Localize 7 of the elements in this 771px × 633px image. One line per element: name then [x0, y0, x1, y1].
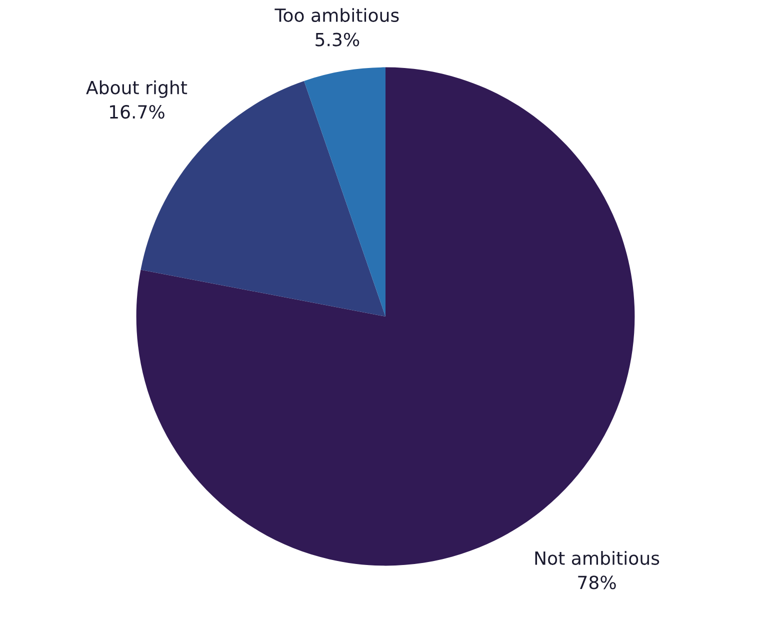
pie-slice: [304, 67, 386, 316]
data-label: 5.3%: [316, 32, 360, 46]
slice-label: Too ambitious: [274, 8, 399, 22]
data-label: 16.7%: [110, 105, 164, 119]
slice-label: About right: [86, 80, 188, 98]
slice-label: Not ambitious: [535, 550, 660, 565]
data-label: 78%: [578, 576, 616, 590]
